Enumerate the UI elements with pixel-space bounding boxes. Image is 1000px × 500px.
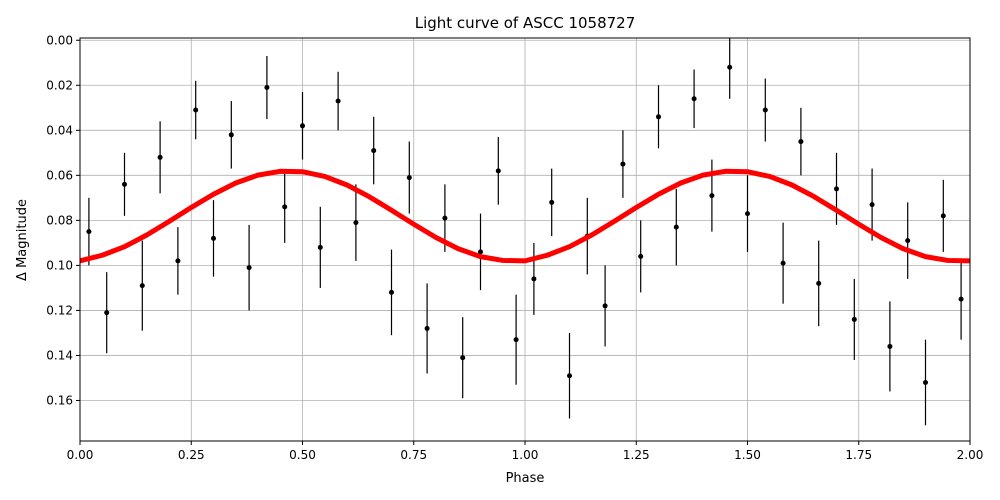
data-point [620, 161, 626, 167]
data-point [478, 249, 483, 255]
x-tick-label: 1.75 [845, 448, 872, 462]
y-tick-label: 0.04 [46, 123, 73, 137]
y-tick-label: 0.02 [46, 78, 73, 92]
x-axis-label: Phase [506, 471, 545, 486]
data-point [869, 202, 875, 208]
data-point [709, 193, 715, 199]
data-point [691, 96, 697, 102]
data-point [656, 114, 661, 120]
y-tick-label: 0.10 [46, 258, 73, 272]
data-point [460, 355, 466, 361]
y-tick-label: 0.12 [46, 303, 73, 317]
y-tick-label: 0.08 [46, 213, 73, 227]
data-point [228, 132, 234, 138]
x-tick-label: 0.25 [178, 448, 205, 462]
data-point [780, 260, 786, 266]
data-point [513, 337, 519, 343]
data-point [264, 85, 270, 91]
data-point [798, 139, 804, 145]
data-point [424, 325, 430, 331]
data-point [282, 204, 288, 210]
data-point [727, 64, 733, 70]
data-point [958, 296, 964, 302]
data-point [300, 123, 305, 129]
binned-curve [80, 168, 970, 264]
data-point [211, 235, 216, 241]
data-point [193, 107, 199, 113]
plot-frame [79, 37, 971, 442]
data-point [940, 213, 946, 219]
x-tick-label: 1.00 [512, 448, 539, 462]
data-point [139, 283, 145, 289]
x-tick-label: 0.00 [67, 448, 94, 462]
data-point [602, 303, 608, 309]
data-point [816, 280, 822, 286]
y-tick-label: 0.00 [46, 33, 73, 47]
data-point [834, 186, 839, 192]
y-axis-label: Δ Magnitude [15, 199, 30, 281]
data-point [549, 199, 555, 205]
y-tick-label: 0.06 [46, 168, 73, 182]
data-point [389, 289, 394, 295]
x-tick-label: 0.50 [289, 448, 316, 462]
data-point [104, 310, 110, 316]
data-point [567, 373, 572, 379]
data-point [923, 379, 928, 385]
data-point [371, 148, 377, 154]
data-point [905, 238, 911, 244]
data-point [175, 258, 181, 264]
data-point [406, 175, 412, 181]
data-point [335, 98, 341, 104]
y-tick-label: 0.14 [46, 348, 73, 362]
data-point [495, 168, 501, 174]
data-point [673, 224, 679, 230]
data-point [157, 154, 163, 160]
data-point [531, 276, 537, 282]
data-point [353, 220, 359, 226]
data-point [122, 181, 127, 187]
data-point [887, 343, 893, 349]
x-tick-label: 1.25 [623, 448, 650, 462]
x-tick-label: 2.00 [957, 448, 984, 462]
data-point [745, 211, 750, 217]
x-tick-label: 1.50 [734, 448, 761, 462]
x-tick-label: 0.75 [400, 448, 427, 462]
data-point [851, 316, 857, 322]
data-point [762, 107, 768, 113]
data-point [317, 244, 323, 250]
y-tick-label: 0.16 [46, 393, 73, 407]
data-point [86, 229, 92, 235]
chart-title: Light curve of ASCC 1058727 [415, 14, 636, 32]
data-point [442, 215, 448, 221]
data-point [638, 253, 644, 259]
data-point [246, 265, 252, 271]
